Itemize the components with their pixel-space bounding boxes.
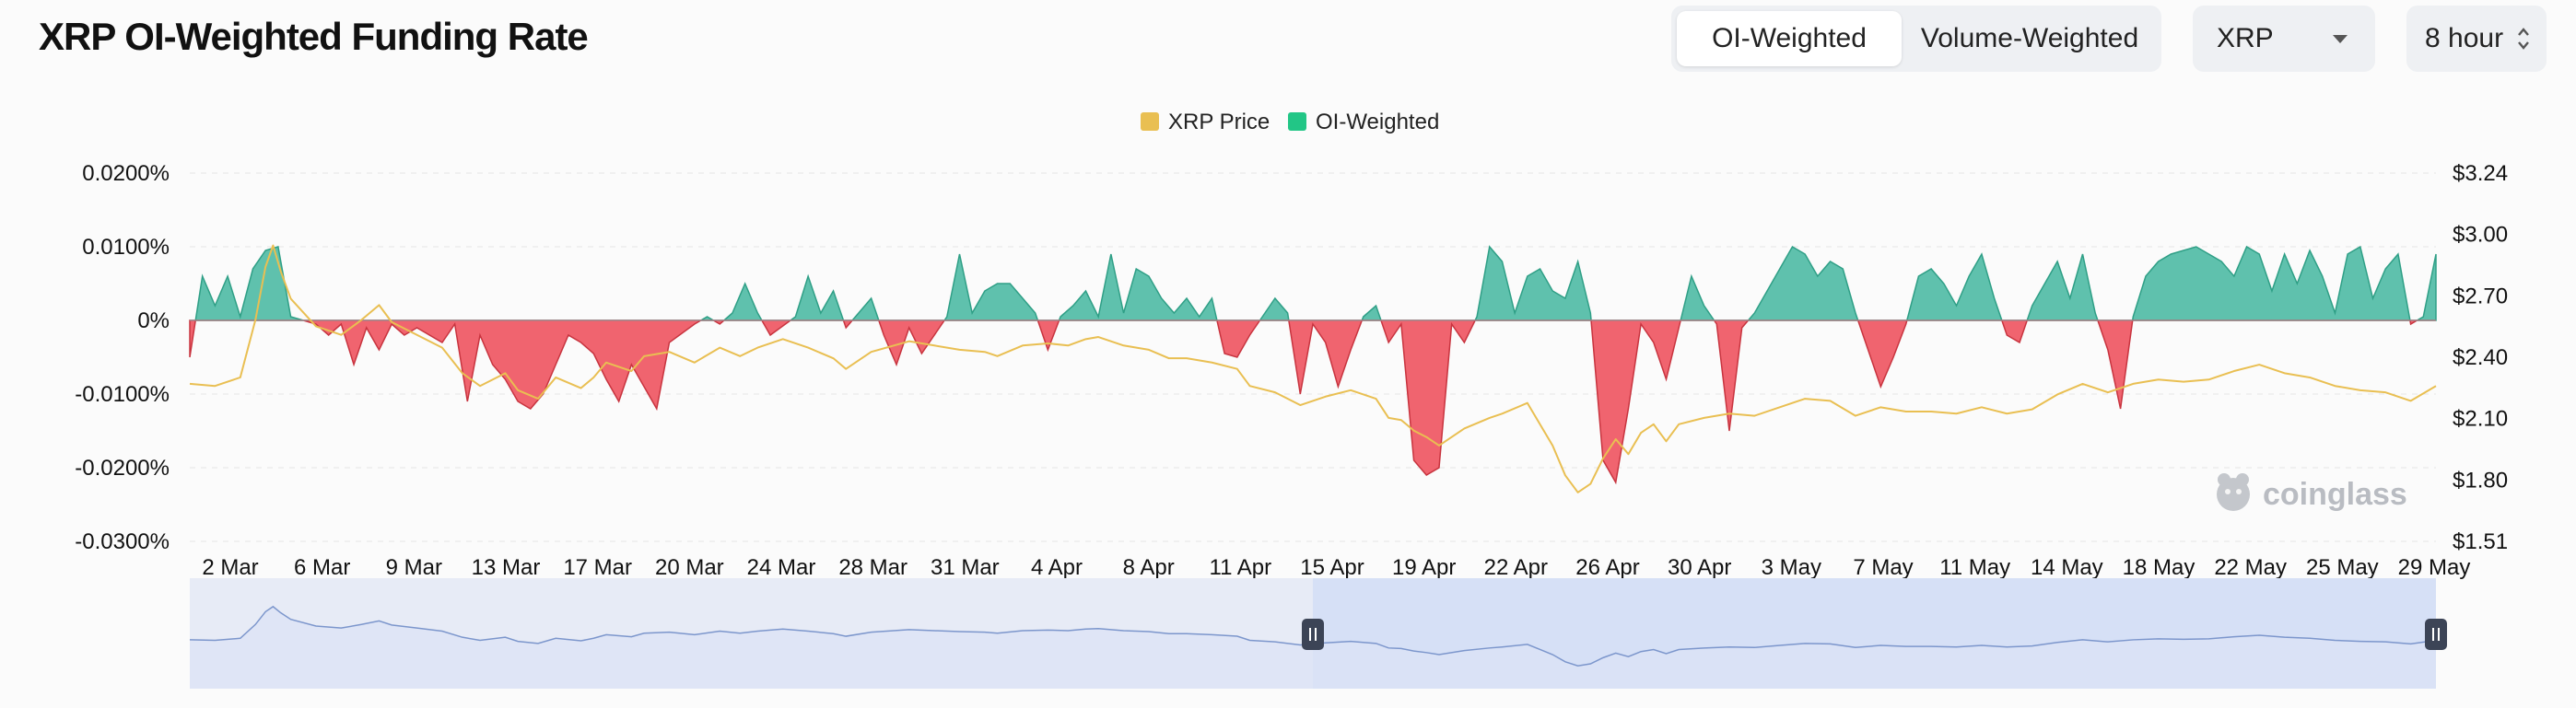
y-left-tick-label: 0.0100% (82, 235, 170, 260)
x-tick-label: 18 May (2123, 555, 2195, 580)
price-series (189, 244, 2437, 493)
chart-legend: XRP Price OI-Weighted (1141, 110, 1439, 134)
coinglass-logo-icon (2217, 473, 2250, 511)
interval-select-value: 8 hour (2425, 23, 2504, 53)
y-left-tick-label: -0.0100% (75, 382, 170, 407)
x-tick-label: 22 May (2214, 555, 2287, 580)
price-line (189, 244, 2437, 493)
x-tick-label: 8 Apr (1123, 555, 1175, 580)
x-tick-label: 3 May (1762, 555, 1821, 580)
y-left-tick-label: 0% (137, 308, 170, 333)
chevron-down-icon (2333, 35, 2348, 43)
watermark: coinglass (2217, 473, 2407, 512)
x-tick-label: 6 Mar (294, 555, 350, 580)
y-right-tick-label: $2.70 (2453, 284, 2508, 308)
x-tick-label: 2 Mar (202, 555, 258, 580)
y-axis-right: $3.24 $3.00 $2.70 $2.40 $2.10 $1.80 $1.51 (2453, 161, 2508, 554)
y-left-tick-label: 0.0200% (82, 161, 170, 186)
x-tick-label: 25 May (2306, 555, 2379, 580)
legend-label-oi: OI-Weighted (1316, 110, 1439, 134)
x-tick-label: 29 May (2398, 555, 2471, 580)
navigator-handle-left[interactable] (1302, 619, 1324, 650)
x-tick-label: 9 Mar (386, 555, 442, 580)
x-tick-label: 13 Mar (472, 555, 541, 580)
x-tick-label: 14 May (2031, 555, 2103, 580)
y-right-tick-label: $3.00 (2453, 223, 2508, 248)
x-tick-label: 17 Mar (563, 555, 632, 580)
legend-item-price[interactable]: XRP Price (1141, 110, 1270, 134)
navigator-line (189, 605, 2437, 667)
navigator-handle-right[interactable] (2425, 619, 2447, 650)
x-tick-label: 15 Apr (1300, 555, 1364, 580)
y-right-tick-label: $1.51 (2453, 529, 2508, 554)
x-tick-label: 11 Apr (1210, 555, 1272, 580)
legend-label-price: XRP Price (1168, 110, 1270, 134)
y-right-tick-label: $3.24 (2453, 161, 2508, 186)
weighting-toggle: OI-Weighted Volume-Weighted (1671, 6, 2161, 72)
y-axis-left: 0.0200% 0.0100% 0% -0.0100% -0.0200% -0.0300% (75, 161, 170, 554)
legend-item-oi[interactable]: OI-Weighted (1288, 110, 1439, 134)
x-tick-label: 24 Mar (747, 555, 816, 580)
oi-weighted-tab[interactable]: OI-Weighted (1677, 11, 1902, 66)
up-down-chevrons-icon (2518, 28, 2529, 50)
x-tick-label: 19 Apr (1392, 555, 1456, 580)
y-right-tick-label: $1.80 (2453, 468, 2508, 493)
funding-areas (189, 245, 2437, 485)
legend-swatch-price (1141, 112, 1159, 131)
x-tick-label: 31 Mar (931, 555, 1000, 580)
x-tick-label: 20 Mar (655, 555, 724, 580)
x-tick-label: 30 Apr (1668, 555, 1731, 580)
page-title: XRP OI-Weighted Funding Rate (39, 15, 589, 58)
watermark-text: coinglass (2263, 477, 2407, 512)
x-axis: 2 Mar 6 Mar 9 Mar 13 Mar 17 Mar 20 Mar 24 Mar 2… (202, 555, 2470, 580)
x-tick-label: 11 May (1939, 555, 2010, 580)
coin-select-value: XRP (2217, 23, 2274, 53)
x-tick-label: 22 Apr (1484, 555, 1548, 580)
x-tick-label: 26 Apr (1575, 555, 1639, 580)
x-tick-label: 28 Mar (838, 555, 907, 580)
coin-select[interactable]: XRP (2193, 6, 2375, 72)
y-left-tick-label: -0.0200% (75, 456, 170, 481)
y-left-tick-label: -0.0300% (75, 529, 170, 554)
y-right-tick-label: $2.10 (2453, 407, 2508, 432)
x-tick-label: 4 Apr (1031, 555, 1083, 580)
legend-swatch-oi (1288, 112, 1306, 131)
y-right-tick-label: $2.40 (2453, 345, 2508, 370)
interval-select[interactable]: 8 hour (2406, 6, 2547, 72)
volume-weighted-tab[interactable]: Volume-Weighted (1920, 23, 2139, 53)
range-navigator[interactable] (189, 578, 2447, 689)
x-tick-label: 7 May (1853, 555, 1913, 580)
positive-funding-area (190, 245, 2437, 321)
